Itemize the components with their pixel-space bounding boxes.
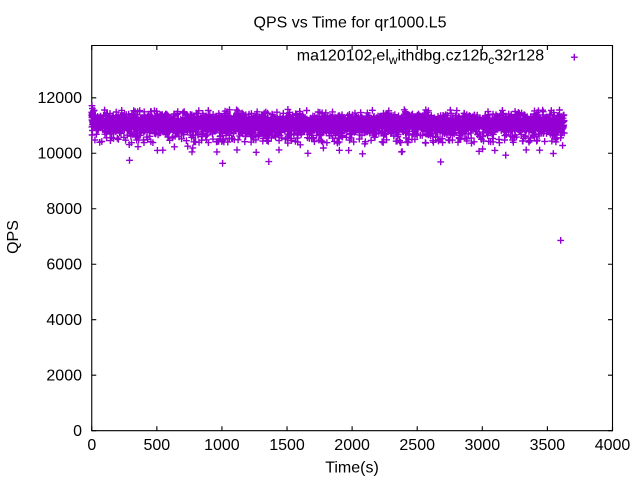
svg-text:0: 0 [87, 437, 96, 454]
svg-text:Time(s): Time(s) [325, 459, 379, 476]
svg-text:4000: 4000 [46, 312, 82, 329]
svg-text:6000: 6000 [46, 257, 82, 274]
svg-text:3000: 3000 [465, 437, 501, 454]
svg-text:10000: 10000 [38, 146, 83, 163]
svg-text:QPS: QPS [5, 220, 22, 254]
svg-text:2000: 2000 [46, 368, 82, 385]
svg-text:8000: 8000 [46, 201, 82, 218]
svg-text:1500: 1500 [269, 437, 305, 454]
svg-text:12000: 12000 [38, 90, 83, 107]
svg-text:1000: 1000 [204, 437, 240, 454]
svg-text:3500: 3500 [530, 437, 566, 454]
svg-text:500: 500 [143, 437, 170, 454]
svg-text:0: 0 [73, 423, 82, 440]
svg-text:ma120102relwithdbg.cz12bc32r12: ma120102relwithdbg.cz12bc32r128 [297, 48, 544, 68]
svg-text:2500: 2500 [399, 437, 435, 454]
svg-text:4000: 4000 [595, 437, 631, 454]
svg-text:QPS vs Time for qr1000.L5: QPS vs Time for qr1000.L5 [254, 15, 447, 32]
svg-text:2000: 2000 [334, 437, 370, 454]
